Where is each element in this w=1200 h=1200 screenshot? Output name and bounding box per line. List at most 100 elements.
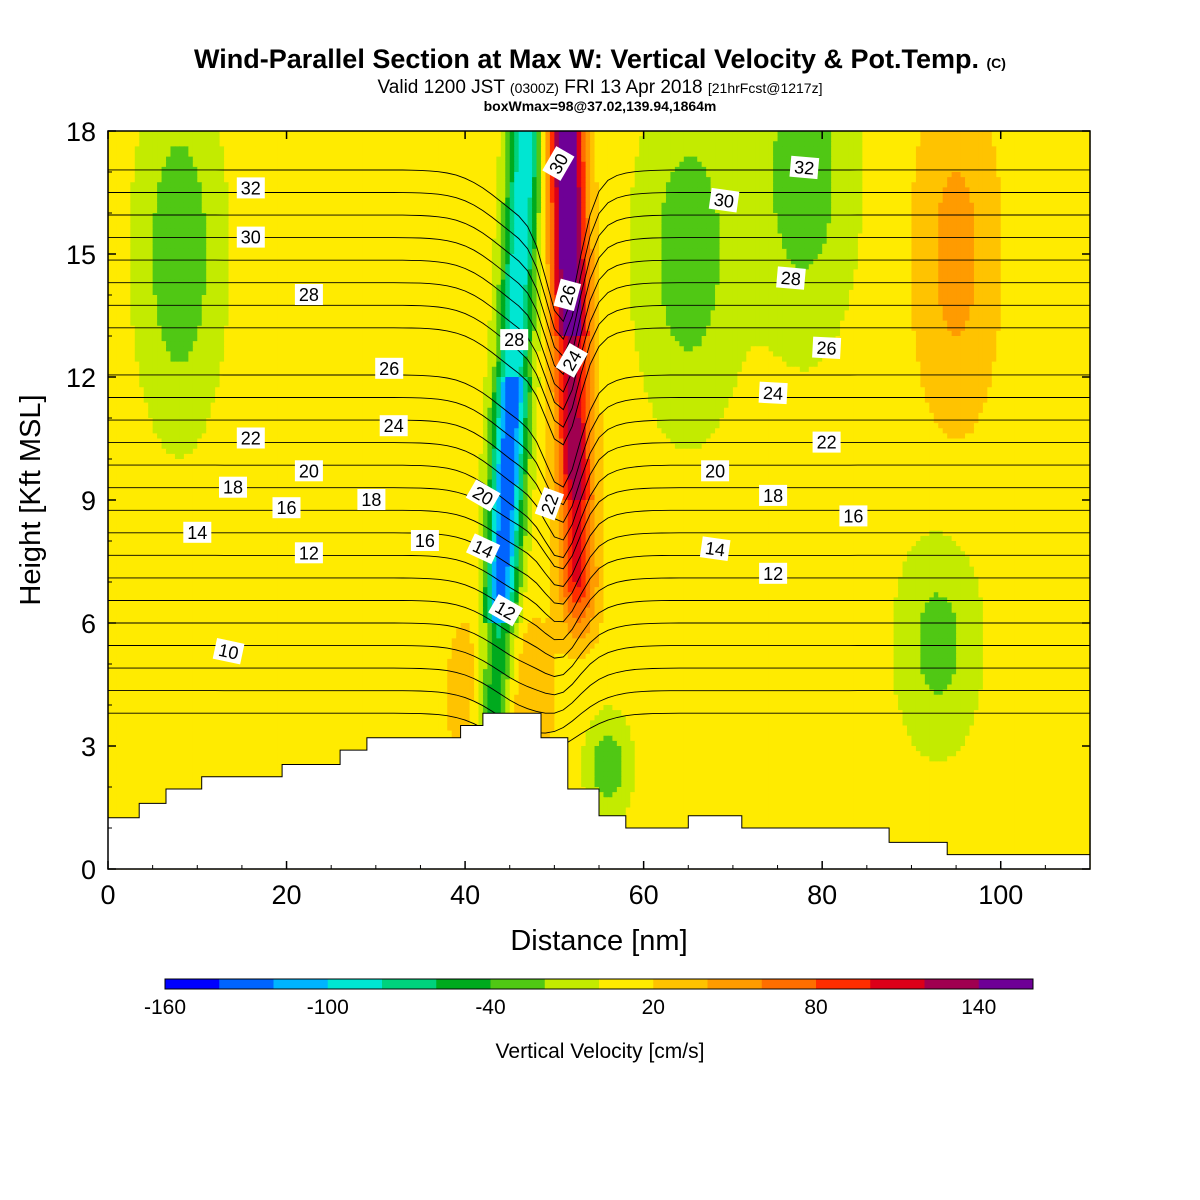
velocity-cell xyxy=(505,213,511,219)
velocity-cell xyxy=(965,136,971,142)
velocity-cell xyxy=(527,166,533,173)
velocity-cell xyxy=(840,192,846,199)
velocity-cell xyxy=(795,187,801,194)
velocity-cell xyxy=(880,233,886,240)
velocity-cell xyxy=(746,213,752,219)
velocity-cell xyxy=(857,172,863,178)
velocity-cell xyxy=(438,233,444,240)
velocity-cell xyxy=(599,166,605,173)
velocity-cell xyxy=(170,197,176,204)
velocity-cell xyxy=(777,228,783,235)
velocity-cell xyxy=(353,187,359,194)
velocity-cell xyxy=(621,166,627,173)
velocity-cell xyxy=(366,213,372,219)
velocity-cell xyxy=(674,177,680,183)
velocity-cell xyxy=(527,233,533,240)
velocity-cell xyxy=(326,202,332,209)
velocity-cell xyxy=(259,151,265,158)
velocity-cell xyxy=(518,207,524,214)
velocity-cell xyxy=(585,141,591,147)
velocity-cell xyxy=(157,131,163,137)
velocity-cell xyxy=(773,223,779,229)
velocity-cell xyxy=(764,238,770,245)
velocity-cell xyxy=(224,136,230,142)
velocity-cell xyxy=(728,161,734,168)
velocity-cell xyxy=(960,218,966,224)
velocity-cell xyxy=(152,141,158,147)
velocity-cell xyxy=(157,207,163,214)
velocity-cell xyxy=(817,218,823,224)
velocity-cell xyxy=(558,233,564,240)
velocity-cell xyxy=(353,207,359,214)
velocity-cell xyxy=(688,233,694,240)
velocity-cell xyxy=(920,161,926,168)
velocity-cell xyxy=(112,218,118,224)
velocity-cell xyxy=(313,197,319,204)
velocity-cell xyxy=(536,192,542,199)
velocity-cell xyxy=(782,146,788,153)
velocity-cell xyxy=(460,146,466,153)
velocity-cell xyxy=(366,172,372,178)
velocity-cell xyxy=(197,146,203,153)
velocity-cell xyxy=(643,243,649,250)
velocity-cell xyxy=(661,207,667,214)
velocity-cell xyxy=(353,141,359,147)
velocity-cell xyxy=(527,187,533,194)
velocity-cell xyxy=(1009,131,1015,137)
velocity-cell xyxy=(674,202,680,209)
velocity-cell xyxy=(545,141,551,147)
velocity-cell xyxy=(344,187,350,194)
velocity-cell xyxy=(326,136,332,142)
velocity-cell xyxy=(848,151,855,158)
velocity-cell xyxy=(340,238,346,245)
velocity-cell xyxy=(607,131,613,137)
velocity-cell xyxy=(460,172,466,178)
velocity-cell xyxy=(1005,172,1011,178)
velocity-cell xyxy=(616,192,622,199)
velocity-cell xyxy=(929,228,935,235)
velocity-cell xyxy=(991,156,997,163)
velocity-cell xyxy=(308,218,314,224)
velocity-cell xyxy=(157,223,163,229)
velocity-cell xyxy=(844,161,850,168)
velocity-cell xyxy=(938,146,944,153)
velocity-cell xyxy=(183,172,189,178)
velocity-cell xyxy=(215,228,221,235)
velocity-cell xyxy=(295,136,301,142)
velocity-cell xyxy=(790,136,796,142)
velocity-cell xyxy=(960,177,966,183)
velocity-cell xyxy=(933,177,939,183)
velocity-cell xyxy=(201,187,207,194)
velocity-cell xyxy=(1040,213,1046,219)
velocity-cell xyxy=(174,146,181,153)
velocity-cell xyxy=(268,172,274,178)
velocity-cell xyxy=(424,182,430,188)
velocity-cell xyxy=(407,218,413,224)
velocity-cell xyxy=(304,197,310,204)
velocity-cell xyxy=(1031,161,1038,168)
velocity-cell xyxy=(268,141,274,147)
velocity-cell xyxy=(648,228,654,235)
velocity-cell xyxy=(634,131,640,137)
velocity-cell xyxy=(536,131,542,137)
velocity-cell xyxy=(590,177,596,183)
velocity-cell xyxy=(308,161,314,168)
velocity-cell xyxy=(536,156,542,163)
velocity-cell xyxy=(139,197,145,204)
velocity-cell xyxy=(639,187,645,194)
velocity-cell xyxy=(121,233,127,240)
velocity-cell xyxy=(215,233,221,240)
velocity-cell xyxy=(942,131,948,137)
velocity-cell xyxy=(322,182,328,188)
velocity-cell xyxy=(773,136,779,142)
velocity-cell xyxy=(259,156,265,163)
velocity-cell xyxy=(920,197,926,204)
velocity-cell xyxy=(465,156,471,163)
velocity-cell xyxy=(407,233,413,240)
velocity-cell xyxy=(1014,131,1020,137)
velocity-cell xyxy=(420,172,426,178)
velocity-cell xyxy=(201,131,207,137)
velocity-cell xyxy=(893,177,899,183)
velocity-cell xyxy=(299,238,305,245)
velocity-cell xyxy=(661,192,667,199)
